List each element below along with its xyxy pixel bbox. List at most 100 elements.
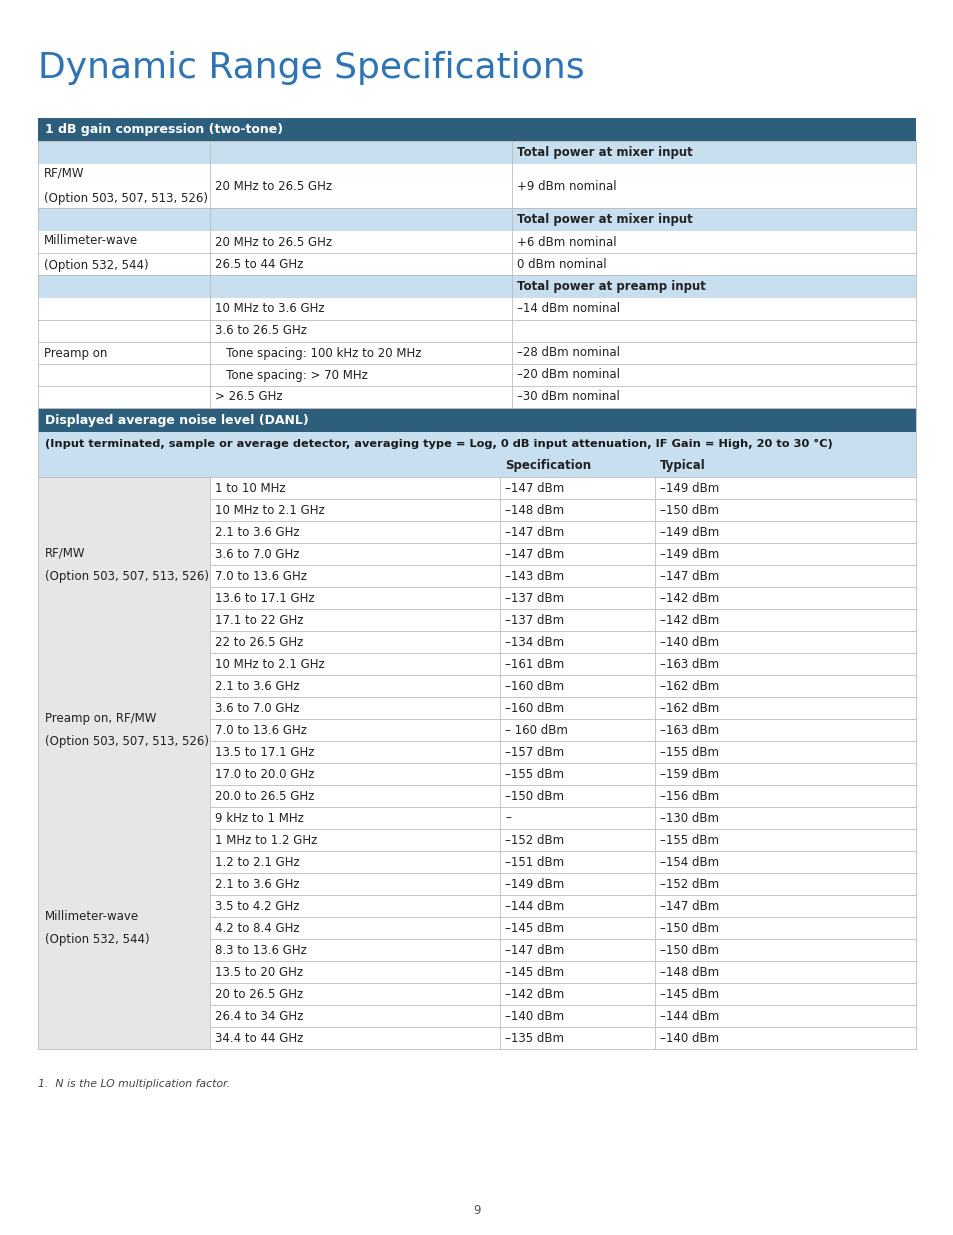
Text: –154 dBm: –154 dBm bbox=[659, 856, 719, 868]
Text: 22 to 26.5 GHz: 22 to 26.5 GHz bbox=[214, 636, 303, 648]
Bar bbox=[38, 961, 915, 983]
Text: 20 MHz to 26.5 GHz: 20 MHz to 26.5 GHz bbox=[214, 236, 332, 248]
Text: 10 MHz to 2.1 GHz: 10 MHz to 2.1 GHz bbox=[214, 657, 324, 671]
Bar bbox=[38, 653, 210, 806]
Text: 3.5 to 4.2 GHz: 3.5 to 4.2 GHz bbox=[214, 899, 299, 913]
Bar bbox=[38, 631, 915, 653]
Text: Preamp on, RF/MW: Preamp on, RF/MW bbox=[45, 713, 156, 725]
Text: RF/MW: RF/MW bbox=[45, 547, 86, 559]
Text: 26.5 to 44 GHz: 26.5 to 44 GHz bbox=[214, 258, 303, 270]
Text: –135 dBm: –135 dBm bbox=[504, 1031, 563, 1045]
Text: 26.4 to 34 GHz: 26.4 to 34 GHz bbox=[214, 1009, 303, 1023]
Text: (Option 503, 507, 513, 526): (Option 503, 507, 513, 526) bbox=[45, 735, 209, 748]
Text: 2.1 to 3.6 GHz: 2.1 to 3.6 GHz bbox=[214, 878, 299, 890]
Text: +9 dBm nominal: +9 dBm nominal bbox=[517, 179, 616, 193]
Text: 4.2 to 8.4 GHz: 4.2 to 8.4 GHz bbox=[214, 921, 299, 935]
Text: Millimeter-wave: Millimeter-wave bbox=[45, 910, 139, 923]
Text: –163 dBm: –163 dBm bbox=[659, 657, 719, 671]
Text: –140 dBm: –140 dBm bbox=[659, 1031, 719, 1045]
Text: Tone spacing: 100 kHz to 20 MHz: Tone spacing: 100 kHz to 20 MHz bbox=[214, 347, 421, 359]
Bar bbox=[38, 1005, 915, 1028]
Text: Tone spacing: > 70 MHz: Tone spacing: > 70 MHz bbox=[214, 368, 368, 382]
Text: –152 dBm: –152 dBm bbox=[659, 878, 719, 890]
Bar bbox=[38, 609, 915, 631]
Bar bbox=[38, 763, 915, 785]
Text: –150 dBm: –150 dBm bbox=[659, 921, 719, 935]
Text: –137 dBm: –137 dBm bbox=[504, 614, 563, 626]
Bar bbox=[38, 697, 915, 719]
Text: –142 dBm: –142 dBm bbox=[659, 592, 719, 604]
Bar bbox=[38, 918, 915, 939]
Text: 9: 9 bbox=[473, 1203, 480, 1216]
Text: 1 MHz to 1.2 GHz: 1 MHz to 1.2 GHz bbox=[214, 834, 317, 846]
Text: 2.1 to 3.6 GHz: 2.1 to 3.6 GHz bbox=[214, 526, 299, 538]
Text: Total power at preamp input: Total power at preamp input bbox=[517, 280, 705, 293]
Text: 3.6 to 7.0 GHz: 3.6 to 7.0 GHz bbox=[214, 701, 299, 715]
Text: –156 dBm: –156 dBm bbox=[659, 789, 719, 803]
Text: –155 dBm: –155 dBm bbox=[659, 834, 719, 846]
Text: –14 dBm nominal: –14 dBm nominal bbox=[517, 303, 619, 315]
Text: –162 dBm: –162 dBm bbox=[659, 679, 719, 693]
Text: Total power at mixer input: Total power at mixer input bbox=[517, 146, 692, 159]
Bar bbox=[38, 387, 915, 408]
Text: –30 dBm nominal: –30 dBm nominal bbox=[517, 390, 619, 404]
Bar bbox=[38, 785, 915, 806]
Text: –147 dBm: –147 dBm bbox=[504, 944, 563, 956]
Text: –145 dBm: –145 dBm bbox=[659, 988, 719, 1000]
Text: 20 to 26.5 GHz: 20 to 26.5 GHz bbox=[214, 988, 303, 1000]
Text: 20.0 to 26.5 GHz: 20.0 to 26.5 GHz bbox=[214, 789, 314, 803]
Bar bbox=[38, 939, 915, 961]
Text: –147 dBm: –147 dBm bbox=[504, 526, 563, 538]
Bar bbox=[38, 851, 915, 873]
Text: –150 dBm: –150 dBm bbox=[659, 944, 719, 956]
Bar bbox=[38, 806, 210, 1049]
Text: 34.4 to 44 GHz: 34.4 to 44 GHz bbox=[214, 1031, 303, 1045]
Text: – 160 dBm: – 160 dBm bbox=[504, 724, 567, 736]
Text: –160 dBm: –160 dBm bbox=[504, 679, 563, 693]
Text: –144 dBm: –144 dBm bbox=[504, 899, 563, 913]
Bar bbox=[38, 298, 915, 320]
Text: Preamp on: Preamp on bbox=[44, 347, 108, 359]
Bar bbox=[38, 895, 915, 918]
Bar bbox=[38, 454, 915, 477]
Bar bbox=[38, 253, 915, 275]
Bar bbox=[38, 521, 915, 543]
Text: –149 dBm: –149 dBm bbox=[659, 482, 719, 494]
Bar bbox=[38, 164, 915, 207]
Bar bbox=[38, 741, 915, 763]
Text: –142 dBm: –142 dBm bbox=[659, 614, 719, 626]
Text: > 26.5 GHz: > 26.5 GHz bbox=[214, 390, 282, 404]
Text: –28 dBm nominal: –28 dBm nominal bbox=[517, 347, 619, 359]
Text: –140 dBm: –140 dBm bbox=[504, 1009, 563, 1023]
Bar bbox=[38, 587, 915, 609]
Text: –140 dBm: –140 dBm bbox=[659, 636, 719, 648]
Bar bbox=[38, 364, 915, 387]
Text: –151 dBm: –151 dBm bbox=[504, 856, 563, 868]
Bar bbox=[38, 499, 915, 521]
Text: –144 dBm: –144 dBm bbox=[659, 1009, 719, 1023]
Text: Dynamic Range Specifications: Dynamic Range Specifications bbox=[38, 51, 584, 85]
Text: (Input terminated, sample or average detector, averaging type = Log, 0 dB input : (Input terminated, sample or average det… bbox=[45, 438, 832, 448]
Bar bbox=[38, 275, 915, 298]
Text: –142 dBm: –142 dBm bbox=[504, 988, 563, 1000]
Bar bbox=[38, 719, 915, 741]
Text: –148 dBm: –148 dBm bbox=[504, 504, 563, 516]
Bar bbox=[38, 141, 915, 164]
Text: 8.3 to 13.6 GHz: 8.3 to 13.6 GHz bbox=[214, 944, 307, 956]
Text: 17.0 to 20.0 GHz: 17.0 to 20.0 GHz bbox=[214, 767, 314, 781]
Text: –157 dBm: –157 dBm bbox=[504, 746, 563, 758]
Bar bbox=[38, 829, 915, 851]
Text: RF/MW: RF/MW bbox=[44, 167, 85, 180]
Text: –147 dBm: –147 dBm bbox=[504, 482, 563, 494]
Text: (Option 532, 544): (Option 532, 544) bbox=[45, 932, 150, 946]
Bar bbox=[38, 409, 915, 432]
Bar bbox=[38, 1028, 915, 1049]
Text: Displayed average noise level (DANL): Displayed average noise level (DANL) bbox=[45, 414, 309, 427]
Text: 13.5 to 17.1 GHz: 13.5 to 17.1 GHz bbox=[214, 746, 314, 758]
Text: –149 dBm: –149 dBm bbox=[659, 526, 719, 538]
Text: –149 dBm: –149 dBm bbox=[504, 878, 563, 890]
Bar bbox=[38, 983, 915, 1005]
Bar bbox=[38, 477, 210, 653]
Text: 3.6 to 26.5 GHz: 3.6 to 26.5 GHz bbox=[214, 325, 307, 337]
Text: Millimeter-wave: Millimeter-wave bbox=[44, 233, 138, 247]
